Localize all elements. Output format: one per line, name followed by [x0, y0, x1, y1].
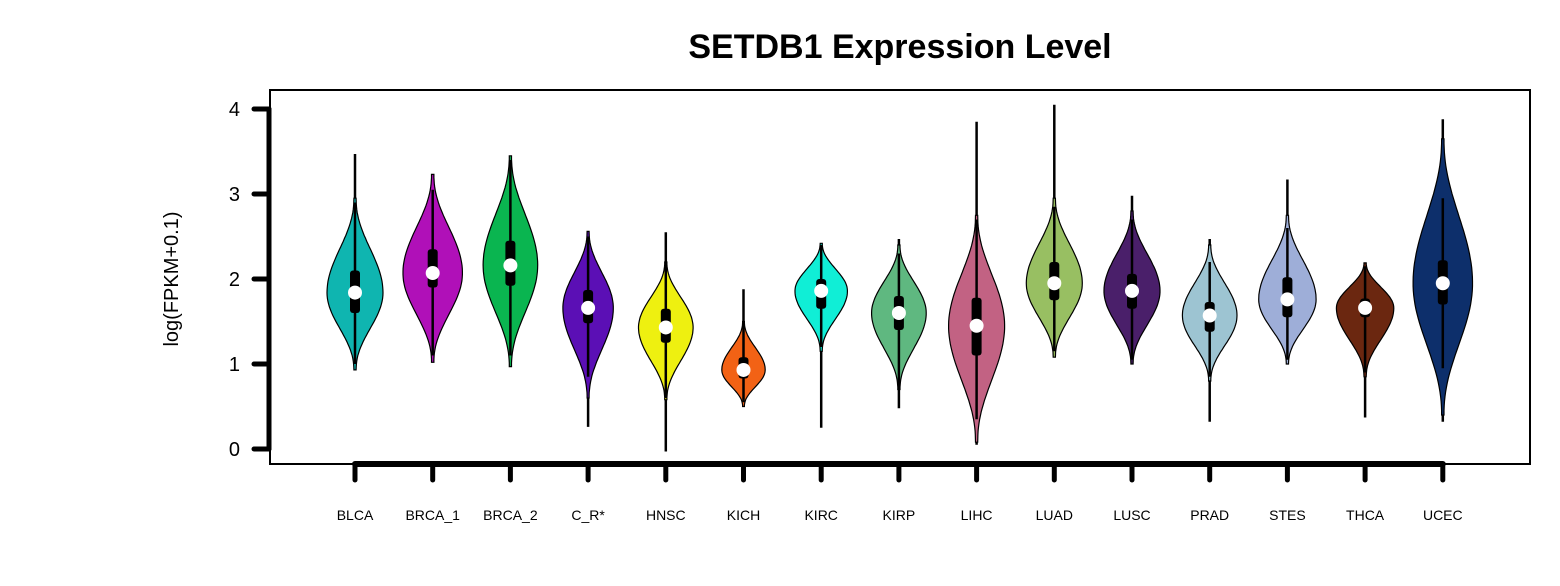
- x-tick-label: HNSC: [646, 507, 686, 523]
- violin-kich: [721, 289, 766, 408]
- x-tick-label: THCA: [1346, 507, 1385, 523]
- violin-kirc: [794, 242, 848, 428]
- y-tick-label: 2: [229, 269, 240, 291]
- x-tick-label: PRAD: [1190, 507, 1229, 523]
- violin-ucec: [1412, 119, 1474, 422]
- median-point: [1435, 276, 1450, 291]
- x-tick-label: KIRP: [883, 507, 916, 523]
- y-tick-label: 1: [229, 354, 240, 376]
- violin-lihc: [948, 121, 1006, 445]
- y-tick-label: 0: [229, 439, 240, 461]
- violin-brca-1: [402, 173, 463, 363]
- median-point: [1125, 283, 1139, 298]
- median-point: [736, 362, 751, 377]
- violin-stes: [1258, 179, 1317, 365]
- median-point: [1358, 300, 1373, 315]
- x-tick-label: KICH: [727, 507, 760, 523]
- median-point: [425, 266, 440, 281]
- x-tick-label: BRCA_1: [405, 507, 460, 523]
- violin-prad: [1181, 239, 1238, 422]
- median-point: [581, 300, 596, 315]
- x-tick-label: C_R*: [571, 507, 605, 523]
- median-point: [969, 318, 984, 333]
- x-tick-label: LUAD: [1036, 507, 1073, 523]
- x-tick-label: STES: [1269, 507, 1306, 523]
- x-tick-label: UCEC: [1423, 507, 1463, 523]
- y-axis-label: log(FPKM+0.1): [161, 211, 183, 346]
- y-axis: 0 1 2 3 4: [229, 99, 272, 461]
- violin-kirp: [871, 239, 927, 409]
- violin-hnsc: [637, 232, 694, 452]
- y-tick-label: 3: [229, 184, 240, 206]
- x-axis: BLCA BRCA_1 BRCA_2 C_R* HNSC KICH KIRC KIRP LIHC…: [337, 461, 1463, 523]
- median-point: [891, 306, 906, 320]
- median-point: [1280, 292, 1295, 307]
- x-tick-label: KIRC: [804, 507, 837, 523]
- violin-luad: [1025, 104, 1083, 358]
- violin-brca-2: [482, 155, 539, 368]
- violin-lusc: [1103, 195, 1161, 365]
- median-point: [814, 283, 829, 298]
- chart-title: SETDB1 Expression Level: [688, 28, 1111, 66]
- median-point: [348, 285, 362, 300]
- x-tick-label: LUSC: [1113, 507, 1150, 523]
- y-tick-label: 4: [229, 99, 240, 121]
- median-point: [503, 258, 518, 273]
- violins: [326, 104, 1474, 452]
- violin-thca: [1335, 262, 1395, 418]
- violin-blca: [326, 154, 384, 371]
- median-point: [658, 320, 673, 335]
- violin-c-r-: [562, 230, 614, 427]
- x-tick-label: BRCA_2: [483, 507, 538, 523]
- x-tick-label: LIHC: [961, 507, 993, 523]
- median-point: [1202, 308, 1217, 323]
- x-tick-label: BLCA: [337, 507, 374, 523]
- median-point: [1047, 276, 1062, 291]
